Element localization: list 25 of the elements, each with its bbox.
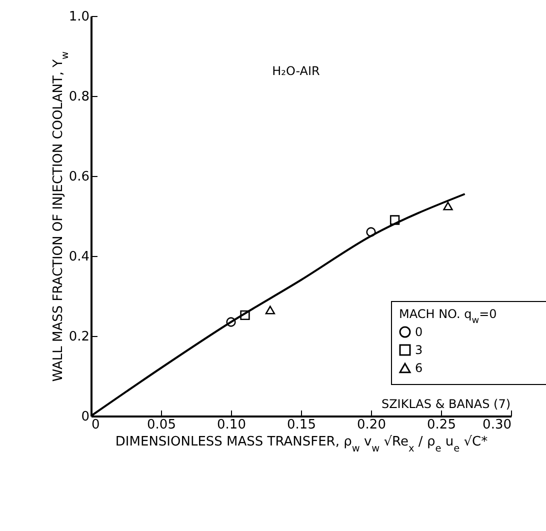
x-tick-label: 0.05 xyxy=(147,418,176,432)
legend-title: MACH NO. q$_{w}$=0 xyxy=(399,307,497,326)
point xyxy=(366,227,376,237)
point xyxy=(265,306,276,314)
point xyxy=(443,202,453,210)
y-tick-label: 0.2 xyxy=(68,330,90,344)
x-tick-label: 0.20 xyxy=(357,418,386,432)
y-tick-label: 0.4 xyxy=(68,250,90,264)
text: DIMENSIONLESS MASS TRANSFER, ρ$_{w}$ v$_{w}$ √Re$_{x}$ / ρ$_{e}$ u$_{e}$ √C* xyxy=(115,434,488,454)
x-tick-label: 0.10 xyxy=(217,418,246,432)
point xyxy=(240,310,250,320)
x-tick-label: 0.25 xyxy=(427,418,456,432)
y-tick-label: 1.0 xyxy=(68,10,90,24)
x-tick-label: 0 xyxy=(92,418,100,432)
legend-label: 0 xyxy=(415,325,423,339)
point xyxy=(390,215,400,225)
y-tick-label: 0.6 xyxy=(68,170,90,184)
x-tick-label: 0.30 xyxy=(482,418,512,432)
annotation: H₂O-AIR xyxy=(272,64,320,78)
y-tick-label: 0.8 xyxy=(68,90,90,104)
legend-label: 6 xyxy=(415,361,423,375)
x-tick-label: 0.15 xyxy=(287,418,316,432)
legend-label: 3 xyxy=(415,343,423,357)
annotation: SZIKLAS & BANAS (7) xyxy=(381,397,511,411)
point xyxy=(226,317,236,327)
